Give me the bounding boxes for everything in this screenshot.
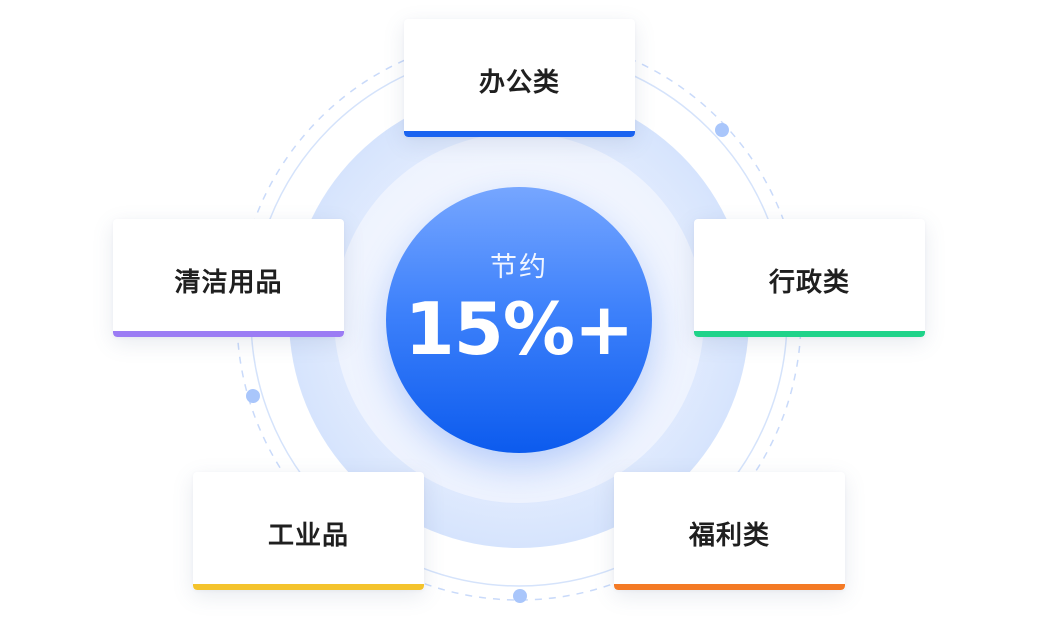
category-accent-bar: [694, 331, 925, 337]
category-card-admin: 行政类: [694, 219, 925, 337]
orbit-dot: [513, 589, 527, 603]
savings-value: 15%+: [404, 287, 635, 371]
orbit-dot: [246, 389, 260, 403]
category-accent-bar: [113, 331, 344, 337]
category-label: 办公类: [478, 68, 560, 98]
category-card-office: 办公类: [404, 19, 635, 137]
category-label: 工业品: [267, 521, 349, 551]
category-card-welfare: 福利类: [614, 472, 845, 590]
savings-center-circle: 节约 15%+: [386, 187, 652, 453]
category-label: 福利类: [688, 521, 770, 551]
category-label: 行政类: [768, 268, 850, 298]
category-accent-bar: [614, 584, 845, 590]
savings-label: 节约: [490, 252, 548, 283]
category-card-cleaning: 清洁用品: [113, 219, 344, 337]
category-accent-bar: [193, 584, 424, 590]
category-label: 清洁用品: [174, 268, 283, 298]
orbit-dot: [715, 123, 729, 137]
category-card-industry: 工业品: [193, 472, 424, 590]
category-accent-bar: [404, 131, 635, 137]
